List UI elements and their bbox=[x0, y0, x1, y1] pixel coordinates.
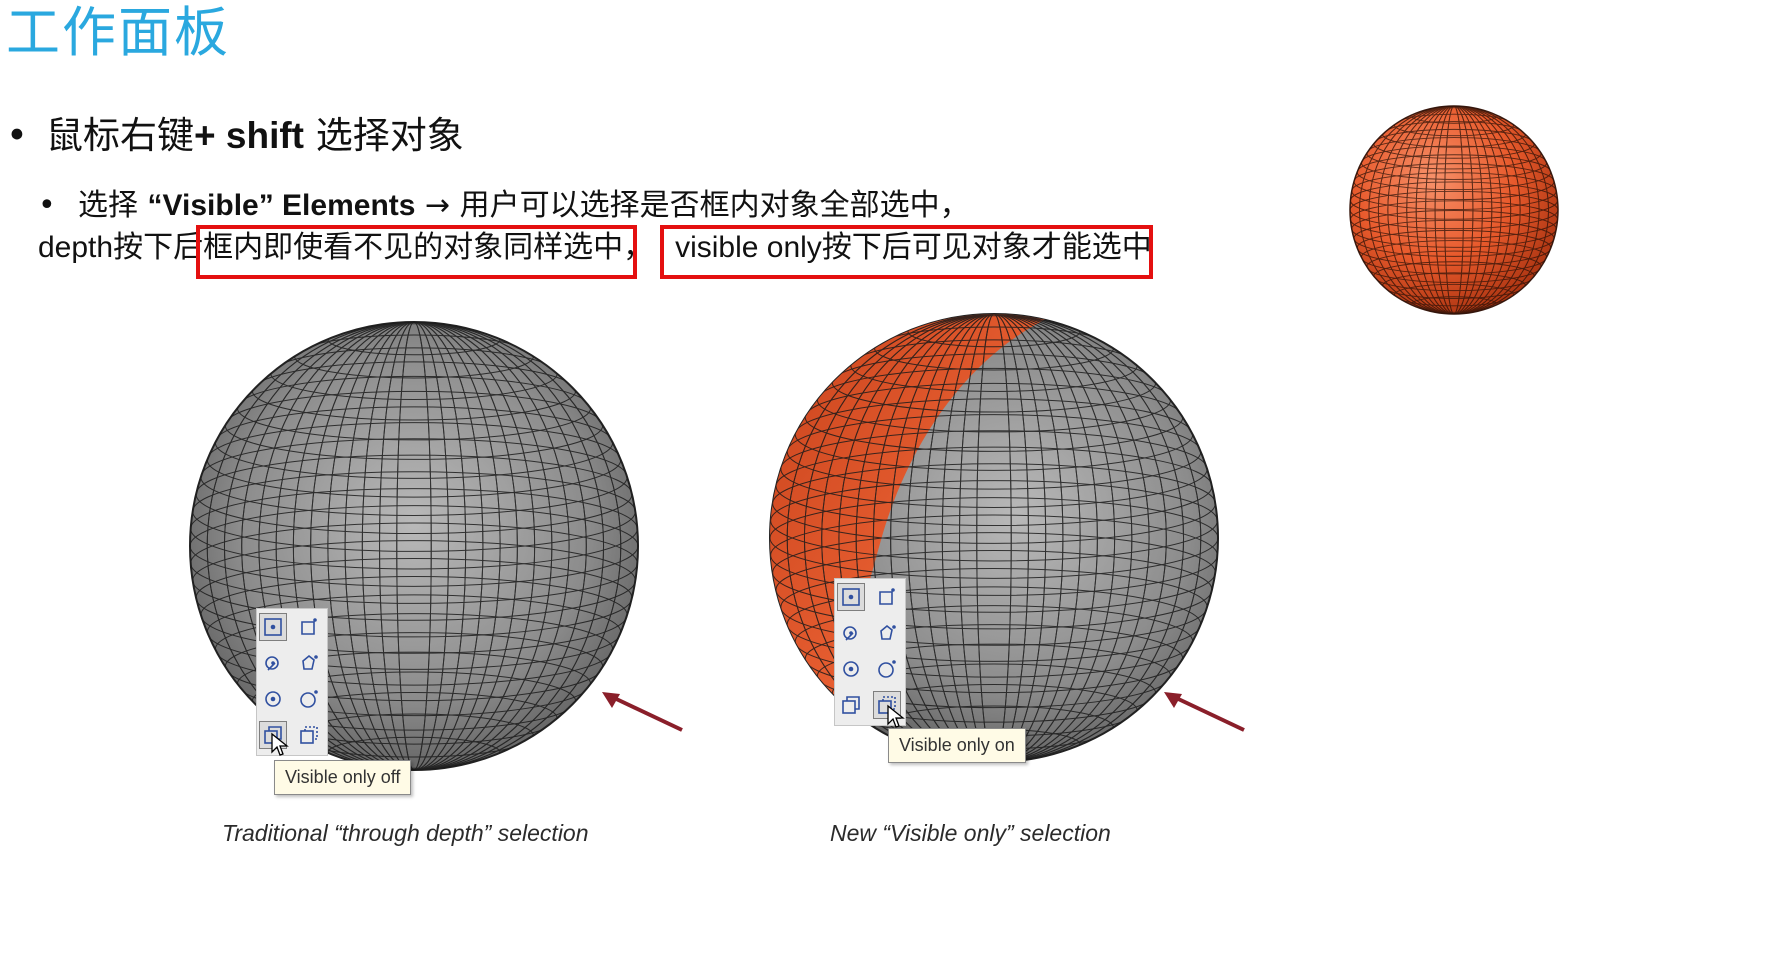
description-line: depth按下后框内即使看不见的对象同样选中， visible only按下后可见… bbox=[38, 227, 1152, 269]
highlight-through-depth: 框内即使看不见的对象同样选中， bbox=[203, 230, 654, 265]
bullet1-key: + shift bbox=[194, 115, 304, 156]
circle-point-icon[interactable] bbox=[295, 685, 323, 713]
after-depth-text: 按下后 bbox=[113, 230, 204, 265]
visible-only-label: visible only bbox=[675, 231, 822, 264]
depth-label: depth bbox=[38, 231, 114, 264]
bullet-visible-elements: • 选择 “Visible” Elements → 用户可以选择是否框内对象全部选… bbox=[38, 185, 970, 227]
rectangle-select-icon[interactable] bbox=[259, 613, 287, 641]
caption-visible-only: New “Visible only” selection bbox=[830, 820, 1111, 846]
lasso-select-icon[interactable] bbox=[837, 619, 865, 647]
freehand-polygon-icon[interactable] bbox=[295, 649, 323, 677]
pointer-arrow-icon bbox=[602, 692, 683, 732]
polygon-select-icon[interactable] bbox=[873, 583, 901, 611]
caption-through-depth: Traditional “through depth” selection bbox=[222, 820, 589, 846]
bullet1-suffix: 选择对象 bbox=[315, 114, 464, 157]
circle-select-icon[interactable] bbox=[837, 655, 865, 683]
selection-toolbar-right bbox=[834, 578, 906, 726]
bullet2-term: “Visible” Elements bbox=[147, 189, 416, 222]
bullet-dot: • bbox=[6, 114, 28, 157]
selection-toolbar-left bbox=[256, 608, 328, 756]
bullet2-prefix: 选择 bbox=[78, 188, 138, 223]
selected-sphere-icon bbox=[1349, 105, 1559, 315]
rectangle-select-icon[interactable] bbox=[837, 583, 865, 611]
highlight-box-visible-only bbox=[660, 225, 1153, 279]
bullet2-text: 用户可以选择是否框内对象全部选中， bbox=[459, 188, 970, 223]
pointer-arrow-icon bbox=[1164, 692, 1245, 732]
lasso-select-icon[interactable] bbox=[259, 649, 287, 677]
bullet-dot: • bbox=[38, 188, 56, 223]
visible-only-toggle-icon[interactable] bbox=[295, 721, 323, 749]
tooltip-visible-only-off: Visible only off bbox=[274, 760, 412, 795]
polygon-select-icon[interactable] bbox=[295, 613, 323, 641]
tooltip-visible-only-on: Visible only on bbox=[888, 728, 1026, 763]
cursor-icon bbox=[887, 704, 905, 728]
highlight-box-depth bbox=[196, 225, 637, 279]
freehand-polygon-icon[interactable] bbox=[873, 619, 901, 647]
arrow-glyph: → bbox=[424, 188, 451, 223]
through-depth-toggle-icon[interactable] bbox=[837, 691, 865, 719]
bullet1-prefix: 鼠标右键 bbox=[46, 114, 194, 157]
circle-point-icon[interactable] bbox=[873, 655, 901, 683]
circle-select-icon[interactable] bbox=[259, 685, 287, 713]
cursor-icon bbox=[271, 732, 289, 756]
page-title: 工作面板 bbox=[6, 1, 230, 64]
bullet-mouse-selection: • 鼠标右键+ shift 选择对象 bbox=[6, 112, 464, 160]
highlight-visible-only-rest: 按下后可见对象才能选中 bbox=[821, 230, 1152, 265]
through-depth-sphere bbox=[189, 321, 639, 771]
